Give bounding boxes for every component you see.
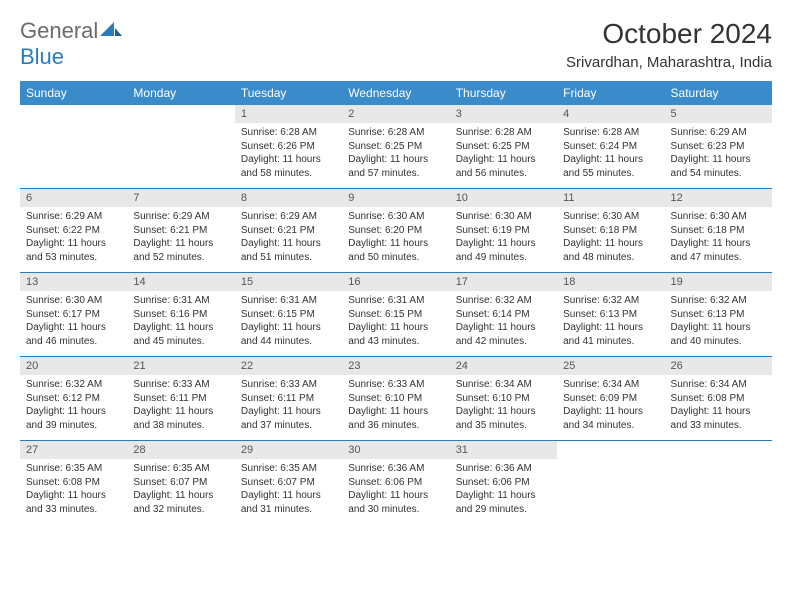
day-content-cell: Sunrise: 6:29 AMSunset: 6:22 PMDaylight:… — [20, 207, 127, 273]
day-number-cell: 7 — [127, 189, 234, 207]
day-number-cell: 26 — [665, 357, 772, 375]
day-number-cell: 17 — [450, 273, 557, 291]
day-number-cell: 31 — [450, 441, 557, 459]
day-number-cell: 20 — [20, 357, 127, 375]
day-number-cell: 12 — [665, 189, 772, 207]
day-number-cell: 9 — [342, 189, 449, 207]
location-text: Srivardhan, Maharashtra, India — [566, 54, 772, 71]
day-number-cell: 23 — [342, 357, 449, 375]
day-content-cell: Sunrise: 6:31 AMSunset: 6:16 PMDaylight:… — [127, 291, 234, 357]
day-content-row: Sunrise: 6:35 AMSunset: 6:08 PMDaylight:… — [20, 459, 772, 524]
day-content-cell — [127, 123, 234, 189]
day-number-cell: 11 — [557, 189, 664, 207]
day-content-cell: Sunrise: 6:28 AMSunset: 6:26 PMDaylight:… — [235, 123, 342, 189]
day-number-cell: 6 — [20, 189, 127, 207]
day-content-cell: Sunrise: 6:31 AMSunset: 6:15 PMDaylight:… — [235, 291, 342, 357]
weekday-header: Monday — [127, 81, 234, 105]
brand-logo: GeneralBlue — [20, 18, 122, 70]
weekday-header: Thursday — [450, 81, 557, 105]
day-content-row: Sunrise: 6:29 AMSunset: 6:22 PMDaylight:… — [20, 207, 772, 273]
day-content-cell: Sunrise: 6:28 AMSunset: 6:24 PMDaylight:… — [557, 123, 664, 189]
page-title: October 2024 — [566, 18, 772, 50]
day-content-cell: Sunrise: 6:30 AMSunset: 6:17 PMDaylight:… — [20, 291, 127, 357]
day-content-cell: Sunrise: 6:33 AMSunset: 6:11 PMDaylight:… — [127, 375, 234, 441]
calendar-table: Sunday Monday Tuesday Wednesday Thursday… — [20, 81, 772, 524]
day-content-cell: Sunrise: 6:30 AMSunset: 6:20 PMDaylight:… — [342, 207, 449, 273]
weekday-header: Tuesday — [235, 81, 342, 105]
day-number-row: 13141516171819 — [20, 273, 772, 291]
day-content-cell: Sunrise: 6:31 AMSunset: 6:15 PMDaylight:… — [342, 291, 449, 357]
day-content-row: Sunrise: 6:30 AMSunset: 6:17 PMDaylight:… — [20, 291, 772, 357]
day-content-cell: Sunrise: 6:36 AMSunset: 6:06 PMDaylight:… — [450, 459, 557, 524]
weekday-header: Friday — [557, 81, 664, 105]
page-header: GeneralBlue October 2024 Srivardhan, Mah… — [20, 18, 772, 71]
day-content-cell: Sunrise: 6:30 AMSunset: 6:18 PMDaylight:… — [557, 207, 664, 273]
day-content-cell: Sunrise: 6:28 AMSunset: 6:25 PMDaylight:… — [342, 123, 449, 189]
sail-icon — [100, 18, 122, 44]
day-content-cell — [665, 459, 772, 524]
day-number-cell: 1 — [235, 105, 342, 123]
day-number-cell: 10 — [450, 189, 557, 207]
day-number-cell — [127, 105, 234, 123]
day-number-cell: 19 — [665, 273, 772, 291]
day-content-cell: Sunrise: 6:32 AMSunset: 6:14 PMDaylight:… — [450, 291, 557, 357]
day-number-row: 2728293031 — [20, 441, 772, 459]
weekday-header: Wednesday — [342, 81, 449, 105]
day-content-cell: Sunrise: 6:30 AMSunset: 6:19 PMDaylight:… — [450, 207, 557, 273]
day-content-row: Sunrise: 6:32 AMSunset: 6:12 PMDaylight:… — [20, 375, 772, 441]
day-number-cell: 24 — [450, 357, 557, 375]
day-number-cell: 3 — [450, 105, 557, 123]
title-area: October 2024 Srivardhan, Maharashtra, In… — [566, 18, 772, 71]
day-content-cell: Sunrise: 6:35 AMSunset: 6:08 PMDaylight:… — [20, 459, 127, 524]
day-number-row: 20212223242526 — [20, 357, 772, 375]
day-content-cell: Sunrise: 6:29 AMSunset: 6:21 PMDaylight:… — [235, 207, 342, 273]
day-number-cell: 14 — [127, 273, 234, 291]
day-content-cell: Sunrise: 6:29 AMSunset: 6:23 PMDaylight:… — [665, 123, 772, 189]
brand-text: GeneralBlue — [20, 18, 122, 70]
day-number-cell: 25 — [557, 357, 664, 375]
day-content-cell: Sunrise: 6:34 AMSunset: 6:08 PMDaylight:… — [665, 375, 772, 441]
day-number-cell — [557, 441, 664, 459]
day-number-cell — [665, 441, 772, 459]
day-number-cell: 8 — [235, 189, 342, 207]
day-content-cell: Sunrise: 6:29 AMSunset: 6:21 PMDaylight:… — [127, 207, 234, 273]
day-number-row: 12345 — [20, 105, 772, 123]
day-number-cell: 27 — [20, 441, 127, 459]
day-content-cell: Sunrise: 6:36 AMSunset: 6:06 PMDaylight:… — [342, 459, 449, 524]
brand-part2: Blue — [20, 44, 64, 69]
day-number-cell: 13 — [20, 273, 127, 291]
day-content-cell: Sunrise: 6:35 AMSunset: 6:07 PMDaylight:… — [127, 459, 234, 524]
day-number-cell — [20, 105, 127, 123]
day-number-cell: 28 — [127, 441, 234, 459]
brand-part1: General — [20, 18, 98, 43]
day-content-cell: Sunrise: 6:33 AMSunset: 6:11 PMDaylight:… — [235, 375, 342, 441]
day-content-row: Sunrise: 6:28 AMSunset: 6:26 PMDaylight:… — [20, 123, 772, 189]
day-number-cell: 29 — [235, 441, 342, 459]
weekday-header: Sunday — [20, 81, 127, 105]
day-content-cell — [20, 123, 127, 189]
day-number-cell: 22 — [235, 357, 342, 375]
day-number-row: 6789101112 — [20, 189, 772, 207]
day-content-cell: Sunrise: 6:30 AMSunset: 6:18 PMDaylight:… — [665, 207, 772, 273]
day-number-cell: 30 — [342, 441, 449, 459]
day-content-cell: Sunrise: 6:32 AMSunset: 6:13 PMDaylight:… — [665, 291, 772, 357]
calendar-body: 12345Sunrise: 6:28 AMSunset: 6:26 PMDayl… — [20, 105, 772, 524]
weekday-header: Saturday — [665, 81, 772, 105]
day-number-cell: 4 — [557, 105, 664, 123]
day-content-cell: Sunrise: 6:32 AMSunset: 6:12 PMDaylight:… — [20, 375, 127, 441]
day-number-cell: 15 — [235, 273, 342, 291]
day-content-cell: Sunrise: 6:33 AMSunset: 6:10 PMDaylight:… — [342, 375, 449, 441]
day-content-cell: Sunrise: 6:35 AMSunset: 6:07 PMDaylight:… — [235, 459, 342, 524]
day-number-cell: 16 — [342, 273, 449, 291]
day-content-cell — [557, 459, 664, 524]
weekday-header-row: Sunday Monday Tuesday Wednesday Thursday… — [20, 81, 772, 105]
day-number-cell: 18 — [557, 273, 664, 291]
day-content-cell: Sunrise: 6:32 AMSunset: 6:13 PMDaylight:… — [557, 291, 664, 357]
day-content-cell: Sunrise: 6:28 AMSunset: 6:25 PMDaylight:… — [450, 123, 557, 189]
day-content-cell: Sunrise: 6:34 AMSunset: 6:09 PMDaylight:… — [557, 375, 664, 441]
day-number-cell: 5 — [665, 105, 772, 123]
day-number-cell: 21 — [127, 357, 234, 375]
day-number-cell: 2 — [342, 105, 449, 123]
day-content-cell: Sunrise: 6:34 AMSunset: 6:10 PMDaylight:… — [450, 375, 557, 441]
